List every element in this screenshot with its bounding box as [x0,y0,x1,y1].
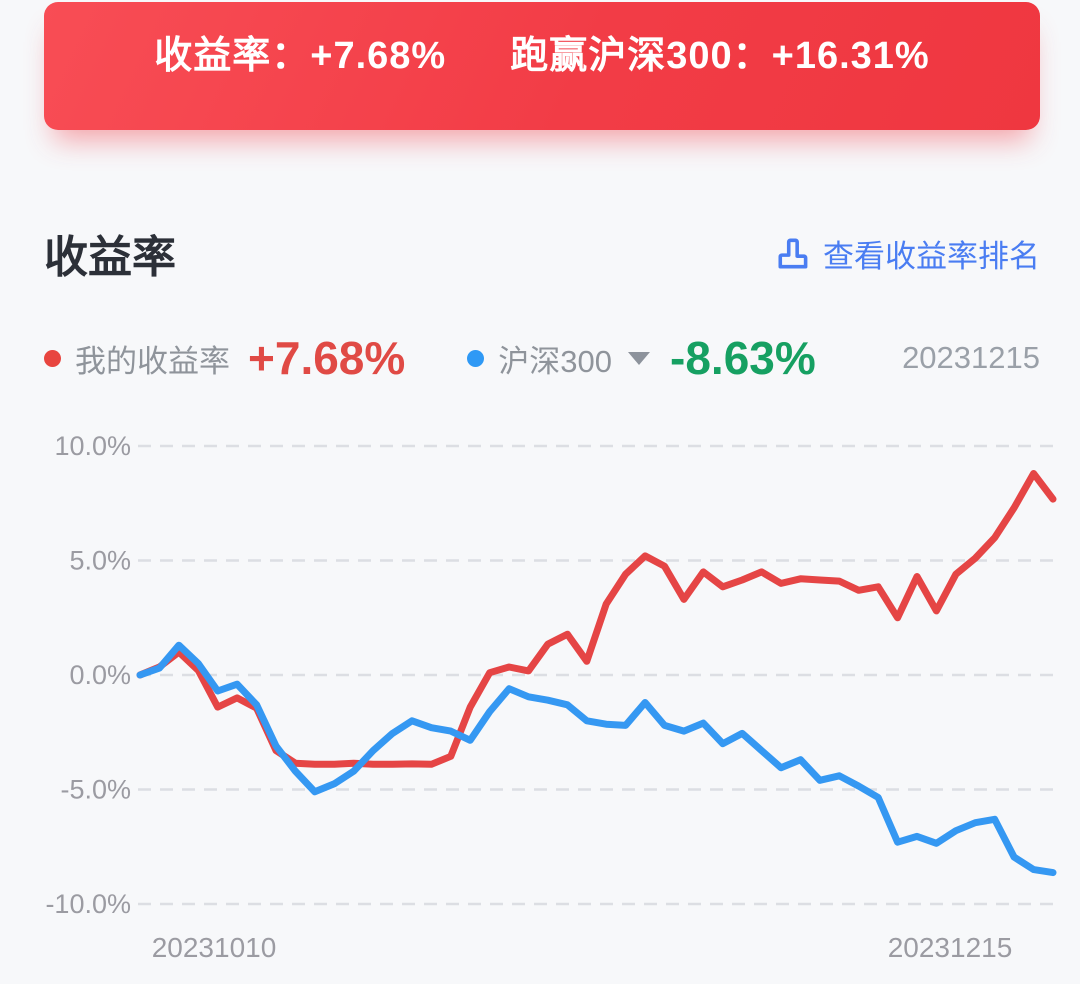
index-legend-dot [467,349,485,367]
ranking-link-label: 查看收益率排名 [823,238,1040,274]
index-label: 沪深300 [498,343,613,379]
x-axis-tick-label: 20231010 [152,932,277,963]
y-axis-tick-label: 5.0% [69,546,131,576]
x-axis-tick-label: 20231215 [888,932,1013,963]
y-axis-tick-label: -5.0% [60,775,131,805]
index-line [136,641,1057,877]
y-axis-tick-label: -10.0% [45,889,131,919]
chart-svg[interactable]: 10.0% 5.0% 0.0% -5.0% -10.0% 20231010 20231215 [0,420,1080,984]
returns-chart[interactable]: 10.0% 5.0% 0.0% -5.0% -10.0% 20231010 20231215 [0,420,1080,984]
section-header: 收益率 查看收益率排名 [44,220,1040,286]
my-return-label: 我的收益率 [75,343,230,379]
ranking-link[interactable]: 查看收益率排名 [773,231,1040,276]
my-return-legend-dot [44,349,61,367]
index-dropdown-icon[interactable] [626,349,652,367]
page-title: 收益率 [44,233,176,282]
y-axis-tick-label: 10.0% [54,431,131,461]
bar-chart-icon [778,238,808,269]
chart-date: 20231215 [902,340,1040,375]
banner-beat-stat: 跑赢沪深300：+16.31% [510,35,930,77]
y-axis-tick-label: 0.0% [69,660,131,690]
my-return-value: +7.68% [248,332,406,384]
banner-return-stat: 收益率：+7.68% [154,35,447,77]
returns-banner[interactable]: 收益率：+7.68% 跑赢沪深300：+16.31% [44,2,1040,130]
chart-legend: 我的收益率 +7.68% 沪深300 -8.63% 20231215 [44,330,1040,386]
my-return-line [136,470,1057,768]
index-value: -8.63% [670,332,816,384]
